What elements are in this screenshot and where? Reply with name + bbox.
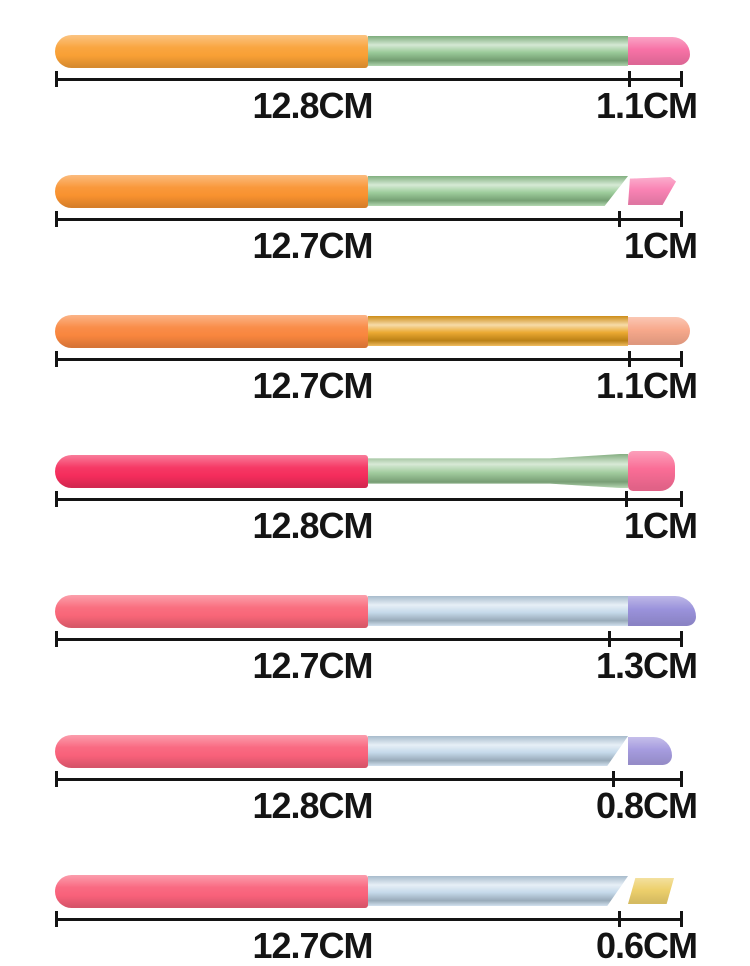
ruler-tick [55, 71, 58, 87]
handle-length-label: 12.8CM [252, 505, 373, 546]
brush-ferrule [368, 596, 628, 626]
brush-handle [55, 734, 368, 768]
ruler-tick [628, 71, 631, 87]
measurement-ruler: 12.7CM 1CM [55, 211, 698, 264]
tip-length-label: 0.6CM [595, 925, 698, 966]
brush-tip [628, 878, 674, 904]
ruler-tick [618, 211, 621, 227]
brush-handle [55, 314, 368, 348]
ruler-tick [680, 211, 683, 227]
tip-length-label: 1CM [623, 505, 698, 546]
brush-photo [55, 591, 696, 631]
brush-tip [628, 451, 675, 491]
handle-length-label: 12.8CM [252, 85, 373, 126]
brush-handle [55, 174, 368, 208]
brush-photo [55, 31, 690, 71]
brush-photo [55, 311, 690, 351]
ruler-tick [625, 491, 628, 507]
brush-handle [55, 34, 368, 68]
ruler-tick [55, 351, 58, 367]
ruler-tick [618, 911, 621, 927]
handle-length-label: 12.7CM [252, 365, 373, 406]
brush-ferrule [368, 316, 628, 346]
ruler-tick [55, 491, 58, 507]
brush-row: 12.7CM 1.3CM [0, 560, 750, 700]
brush-photo [55, 871, 674, 911]
tip-length-label: 1.3CM [595, 645, 698, 686]
measurement-ruler: 12.8CM 1.1CM [55, 71, 698, 124]
brush-photo [55, 731, 672, 771]
tip-length-label: 1CM [623, 225, 698, 266]
ruler-tick [612, 771, 615, 787]
ruler-tick [680, 911, 683, 927]
brush-tip [628, 596, 696, 626]
brush-handle [55, 874, 368, 908]
brush-ferrule [368, 176, 628, 206]
brush-row: 12.7CM 0.6CM [0, 840, 750, 964]
handle-length-label: 12.7CM [252, 925, 373, 966]
ruler-tick [680, 491, 683, 507]
brush-photo [55, 451, 675, 491]
handle-length-label: 12.8CM [252, 785, 373, 826]
brush-tip [628, 317, 690, 345]
brush-row: 12.8CM 1.1CM [0, 0, 750, 140]
ruler-tick [55, 631, 58, 647]
brush-row: 12.7CM 1.1CM [0, 280, 750, 420]
brush-handle [55, 454, 368, 488]
brush-handle [55, 594, 368, 628]
brush-tip [628, 177, 676, 205]
tip-length-label: 1.1CM [595, 365, 698, 406]
brush-ferrule [368, 454, 628, 488]
measurement-ruler: 12.7CM 1.1CM [55, 351, 698, 404]
measurement-ruler: 12.8CM 1CM [55, 491, 698, 544]
brush-row: 12.7CM 1CM [0, 140, 750, 280]
ruler-tick [628, 351, 631, 367]
measurement-ruler: 12.7CM 0.6CM [55, 911, 698, 964]
ruler-tick [55, 211, 58, 227]
brush-ferrule [368, 736, 628, 766]
ruler-tick [680, 71, 683, 87]
handle-length-label: 12.7CM [252, 645, 373, 686]
brush-tip [628, 37, 690, 65]
ruler-tick [608, 631, 611, 647]
tip-length-label: 0.8CM [595, 785, 698, 826]
brush-tip [628, 737, 672, 765]
brush-ferrule [368, 36, 628, 66]
handle-length-label: 12.7CM [252, 225, 373, 266]
brush-row: 12.8CM 0.8CM [0, 700, 750, 840]
ruler-tick [680, 631, 683, 647]
ruler-tick [55, 771, 58, 787]
ruler-tick [680, 351, 683, 367]
brush-photo [55, 171, 676, 211]
ruler-tick [680, 771, 683, 787]
brush-ferrule [368, 876, 628, 906]
brush-row: 12.8CM 1CM [0, 420, 750, 560]
measurement-ruler: 12.8CM 0.8CM [55, 771, 698, 824]
ruler-tick [55, 911, 58, 927]
tip-length-label: 1.1CM [595, 85, 698, 126]
measurement-ruler: 12.7CM 1.3CM [55, 631, 698, 684]
